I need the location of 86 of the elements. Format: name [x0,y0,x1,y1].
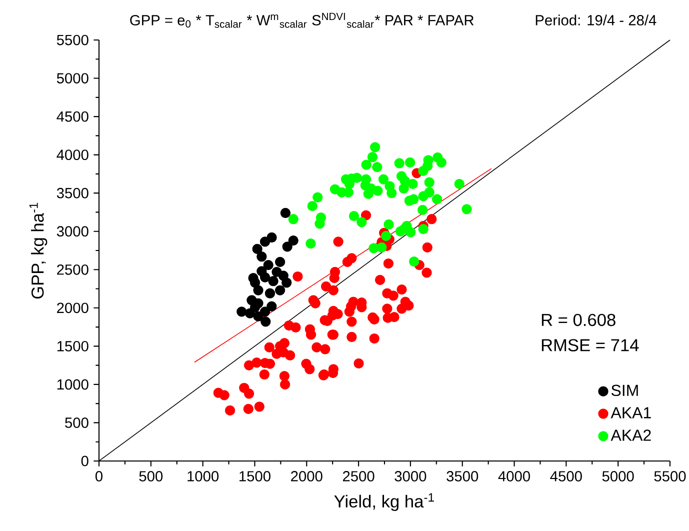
point [260,236,270,247]
text: Period: 19/4 - 28/4 [536,14,656,26]
point [378,174,389,184]
point [418,204,428,215]
y-tick-label: 0 [81,456,88,466]
point [236,306,247,317]
point [418,224,428,234]
point [424,177,434,188]
point [253,285,264,296]
point [394,158,404,168]
point [363,188,374,199]
x-tick-label: 1000 [188,471,219,482]
x-tick-label: 2000 [291,471,322,482]
point [384,219,394,230]
point [263,260,274,270]
chart-title: GPP = e$_{0}$ * T$_{scalar}$ * W$^{m}$$_{scalar}$ S$^{NDVI}$$_{scalar}$* PAR * FAPAR [130,12,474,28]
annotation: R = 0.608 [542,314,616,326]
point [424,187,434,198]
point [312,192,323,202]
point [404,157,416,168]
y-axis-title: GPP, kg ha$^{-1}$ [29,202,48,299]
point [454,178,464,189]
point [408,178,418,189]
point [260,316,271,327]
point [462,204,472,214]
x-tick-label: 4500 [550,471,582,482]
legend-label: AKA2 [610,430,651,441]
point [266,301,277,312]
point [314,218,325,229]
point [288,214,298,224]
point [386,188,397,198]
point [348,210,360,222]
y-tick-label: 1500 [57,340,88,352]
point [252,244,262,254]
y-tick-label: 500 [65,418,88,428]
x-axis-title: Yield, kg ha$^{-1}$ [334,493,434,511]
point [253,311,264,322]
point [372,186,383,196]
x-tick-label: 5000 [602,471,634,482]
y-tick-label: 3500 [56,188,88,198]
point [432,194,442,204]
point [307,201,318,212]
x-tick-label: 2500 [342,471,374,482]
legend-label: SIM [611,384,638,396]
point [282,242,292,252]
point [250,278,260,288]
point [367,152,378,162]
point [268,276,278,286]
x-tick-label: 4000 [498,471,530,482]
x-tick-label: 3500 [446,471,478,482]
point [406,227,416,238]
point [306,238,316,249]
point [418,166,428,176]
x-tick-label: 500 [139,471,163,482]
point [356,217,367,228]
y-tick-label: 4000 [56,150,88,160]
x-tick-label: 5500 [654,471,686,482]
x-tick-label: 3000 [394,471,426,482]
point [288,235,298,246]
y-tick-label: 5500 [56,34,88,46]
point [398,183,409,194]
point [408,194,419,204]
y-tick-label: 3000 [56,226,88,237]
x-tick-label: 1500 [240,471,270,482]
point [274,285,286,296]
point [260,272,270,282]
point [395,226,406,236]
y-tick-label: 2000 [57,302,88,314]
y-tick-label: 4500 [56,111,88,122]
point [256,252,267,262]
x-tick-label: 0 [95,471,102,482]
point [380,230,392,242]
legend-label: AKA1 [610,407,651,418]
point [282,278,292,288]
y-tick-label: 1000 [57,379,88,390]
y-tick-label: 5000 [56,73,88,84]
point [372,162,382,172]
point [264,288,276,298]
y-tick-label: 2500 [57,264,88,275]
point [280,208,291,218]
point [436,157,446,168]
point [274,256,286,268]
point [370,142,380,152]
point [361,160,372,170]
annotation: RMSE = 714 [542,339,639,352]
point [368,243,379,254]
